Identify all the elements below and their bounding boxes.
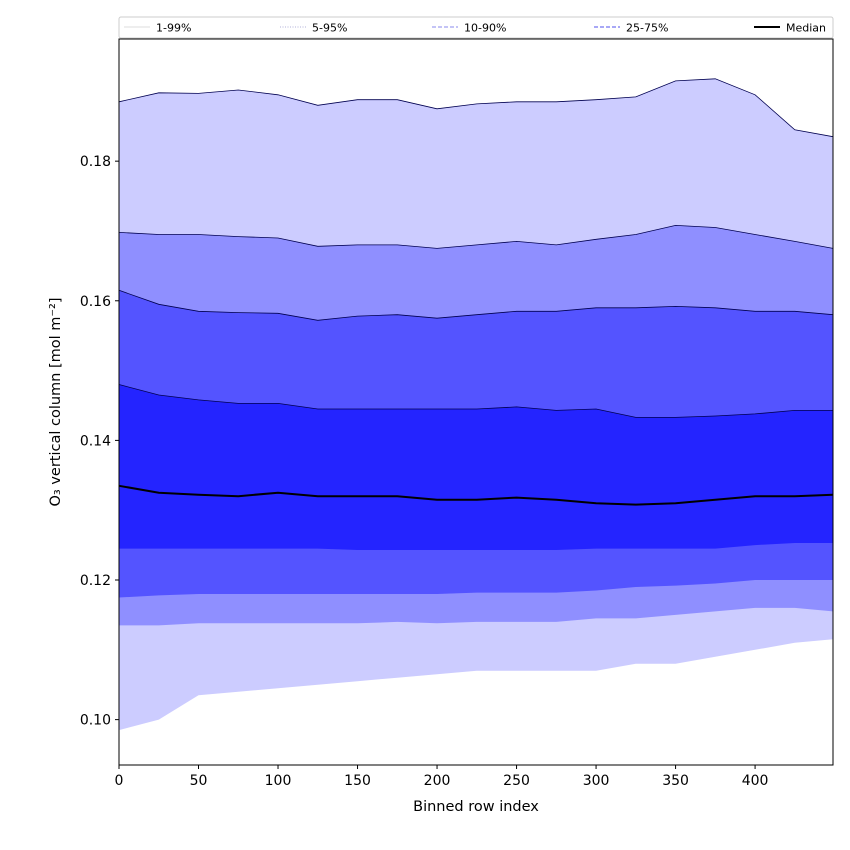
band-2-upper-edge [118, 224, 834, 249]
band-4-upper-edge [118, 384, 833, 418]
plot-frame [118, 38, 834, 766]
band-4 [119, 384, 833, 550]
y-tick-label: 0.14 [80, 433, 111, 449]
legend-label: Median [786, 22, 826, 35]
band-1-upper-edge [118, 78, 834, 138]
x-tick-label: 200 [424, 773, 451, 789]
x-tick-label: 150 [344, 773, 371, 789]
y-tick-label: 0.16 [80, 294, 111, 310]
median-line-layer [118, 484, 834, 506]
x-axis-label: Binned row index [413, 799, 539, 815]
x-tick-label: 50 [190, 773, 208, 789]
x-tick-label: 300 [583, 773, 610, 789]
y-axis-label: O₃ vertical column [mol m⁻²] [48, 297, 64, 506]
x-axis-ticks: 0 50 100 150 200 250 300 350 400 [115, 765, 769, 789]
y-tick-label: 0.12 [80, 573, 111, 589]
y-tick-label: 0.10 [80, 713, 111, 729]
y-axis-ticks: 0.10 0.12 0.14 0.16 0.18 [80, 154, 119, 729]
legend: 1-99% 5-95% 10-90% 25-75% Median [118, 16, 834, 39]
x-tick-label: 100 [265, 773, 292, 789]
median-line [118, 484, 834, 506]
x-tick-label: 250 [503, 773, 530, 789]
band-3-upper-edge [118, 289, 834, 321]
legend-label: 5-95% [312, 22, 347, 35]
x-tick-label: 0 [115, 773, 124, 789]
legend-label: 1-99% [156, 22, 191, 35]
legend-box [118, 16, 834, 39]
y-tick-label: 0.18 [80, 154, 111, 170]
percentile-bands [118, 78, 834, 731]
x-tick-label: 400 [742, 773, 769, 789]
x-tick-label: 350 [662, 773, 689, 789]
legend-label: 10-90% [464, 22, 506, 35]
legend-label: 25-75% [626, 22, 668, 35]
